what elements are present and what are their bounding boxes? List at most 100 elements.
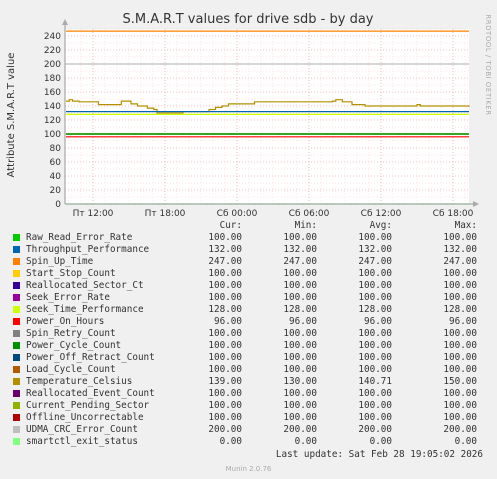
y-tick-label: 160 [44,88,61,98]
series-min: 100.00 [283,340,317,351]
y-tick-label: 240 [44,32,61,42]
series-avg: 0.00 [369,436,392,447]
chart-title: S.M.A.R.T values for drive sdb - by day [123,12,374,27]
series-cur: 247.00 [208,256,242,267]
legend-row: Temperature_Celsius 139.00 130.00 140.71 150… [0,376,497,388]
y-tick-label: 100 [44,130,61,140]
legend-row: Start_Stop_Count 100.00 100.00 100.00 100.00 [0,268,497,280]
legend-row: Reallocated_Sector_Ct 100.00 100.00 100.00 1… [0,280,497,292]
series-cur: 100.00 [208,292,242,303]
series-cur: 100.00 [208,400,242,411]
legend-row: Raw_Read_Error_Rate 100.00 100.00 100.00 100… [0,232,497,244]
legend-swatch [13,354,20,361]
series-min: 100.00 [283,412,317,423]
series-max: 100.00 [443,280,477,291]
series-min: 247.00 [283,256,317,267]
series-name: Offline_Uncorrectable [26,412,144,423]
series-avg: 100.00 [358,364,392,375]
col-min: Min: [294,220,317,231]
legend-swatch [13,438,20,445]
series-max: 100.00 [443,412,477,423]
series-avg: 100.00 [358,292,392,303]
series-cur: 0.00 [219,436,242,447]
series-name: Current_Pending_Sector [26,400,150,411]
legend-swatch [13,282,20,289]
col-avg: Avg: [369,220,392,231]
legend-swatch [13,306,20,313]
legend-row: Seek_Error_Rate 100.00 100.00 100.00 100.00 [0,292,497,304]
x-tick-label: Сб 06:00 [289,209,330,219]
series-cur: 100.00 [208,352,242,363]
last-update: Last update: Sat Feb 28 19:05:02 2026 [275,449,483,460]
series-max: 100.00 [443,340,477,351]
legend-swatch [13,258,20,265]
legend-swatch [13,246,20,253]
legend-swatch [13,366,20,373]
series-min: 100.00 [283,352,317,363]
series-name: Start_Stop_Count [26,268,116,279]
series-avg: 247.00 [358,256,392,267]
plot-area [65,29,469,204]
series-cur: 100.00 [208,340,242,351]
y-ticks: 0 20 40 60 80 100 120 140 160 180 200 220 240 [44,32,61,210]
series-max: 100.00 [443,400,477,411]
series-cur: 139.00 [208,376,242,387]
series-min: 100.00 [283,292,317,303]
legend-row: Seek_Time_Performance 128.00 128.00 128.00 1… [0,304,497,316]
y-tick-label: 200 [44,60,61,70]
series-min: 100.00 [283,364,317,375]
series-name: UDMA_CRC_Error_Count [26,424,138,435]
y-tick-label: 0 [55,200,61,210]
series-name: Reallocated_Event_Count [26,388,155,399]
series-line [66,99,470,114]
x-tick-label: Пт 18:00 [145,209,186,219]
series-min: 100.00 [283,388,317,399]
y-tick-label: 80 [50,144,62,154]
legend-swatch [13,342,20,349]
series-min: 100.00 [283,268,317,279]
x-axis-arrow [473,201,479,207]
legend-swatch [13,390,20,397]
series-name: smartctl_exit_status [26,436,138,447]
series-min: 132.00 [283,244,317,255]
series-cur: 100.00 [208,364,242,375]
series-name: Power_Off_Retract_Count [26,352,155,363]
series-min: 100.00 [283,232,317,243]
series-max: 0.00 [454,436,477,447]
series-avg: 132.00 [358,244,392,255]
series-cur: 128.00 [208,304,242,315]
legend: Cur: Min: Avg: Max: Raw_Read_Error_Rate 1… [0,220,497,448]
series-max: 150.00 [443,376,477,387]
legend-swatch [13,330,20,337]
series-name: Power_On_Hours [26,316,105,327]
series-avg: 140.71 [358,376,392,387]
series-name: Reallocated_Sector_Ct [26,280,144,291]
legend-row: Current_Pending_Sector 100.00 100.00 100.00… [0,400,497,412]
series-avg: 100.00 [358,328,392,339]
series-min: 100.00 [283,400,317,411]
series-min: 100.00 [283,280,317,291]
y-tick-label: 220 [44,46,61,56]
series-cur: 100.00 [208,328,242,339]
series-avg: 100.00 [358,352,392,363]
series-max: 100.00 [443,232,477,243]
y-tick-label: 180 [44,74,61,84]
rrdtool-credit: RRDTOOL / TOBI OETIKER [484,14,492,115]
series-name: Load_Cycle_Count [26,364,116,375]
series-max: 132.00 [443,244,477,255]
x-tick-label: Сб 18:00 [433,209,474,219]
legend-row: Throughput_Performance 132.00 132.00 132.00… [0,244,497,256]
legend-swatch [13,414,20,421]
series-name: Spin_Retry_Count [26,328,116,339]
series-min: 130.00 [283,376,317,387]
series-name: Temperature_Celsius [26,376,133,387]
y-tick-label: 60 [50,158,62,168]
legend-row: smartctl_exit_status 0.00 0.00 0.00 0.00 [0,436,497,448]
legend-swatch [13,294,20,301]
series-max: 100.00 [443,268,477,279]
col-cur: Cur: [219,220,242,231]
series-avg: 200.00 [358,424,392,435]
y-tick-label: 140 [44,102,61,112]
series-cur: 100.00 [208,232,242,243]
series-cur: 100.00 [208,280,242,291]
